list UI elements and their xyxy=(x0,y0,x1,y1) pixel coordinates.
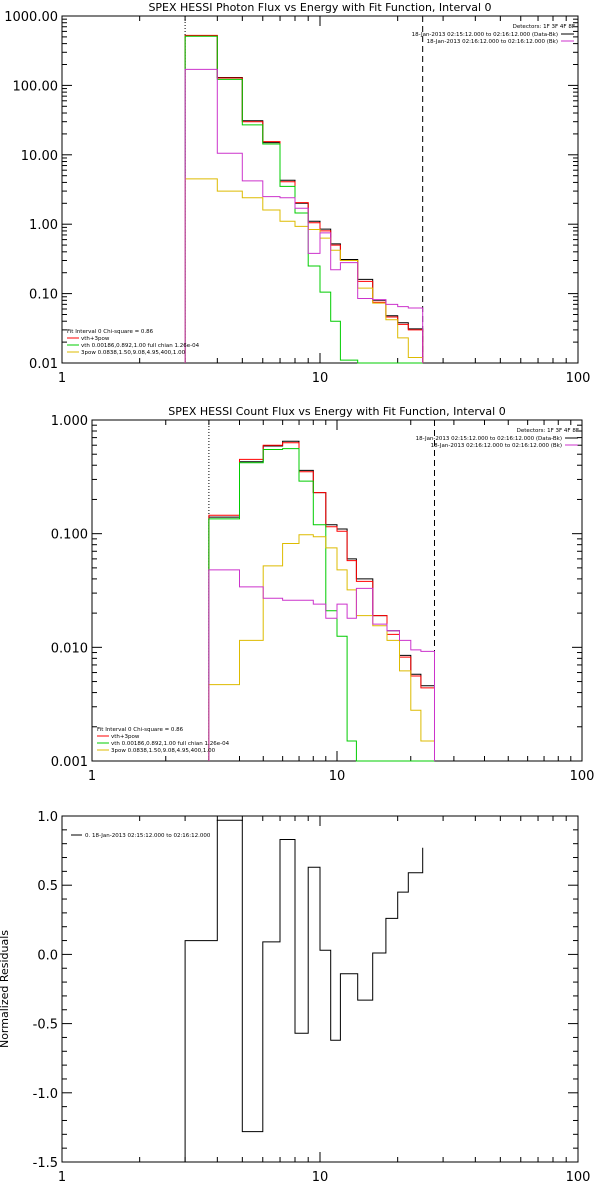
y-axis-label: Normalized Residuals xyxy=(0,930,11,1048)
y-tick-label: 1.0 xyxy=(37,810,58,825)
legend-label: vth+3pow xyxy=(81,336,110,342)
y-tick-label: -1.5 xyxy=(33,1156,58,1171)
series-line-1 xyxy=(184,34,424,363)
series-line-1 xyxy=(208,442,435,761)
x-tick-label: 10 xyxy=(329,769,346,784)
series-line-0 xyxy=(184,35,424,363)
legend-header: Fit Interval 0 Chi-square = 0.86 xyxy=(67,329,154,335)
y-tick-label: 0.001 xyxy=(51,755,88,770)
series-line-0 xyxy=(208,440,435,761)
series-line-3 xyxy=(208,534,435,761)
chart-panel-0: SPEX HESSI Photon Flux vs Energy with Fi… xyxy=(4,1,590,386)
legend-label: 3pow 0.0838,1.50,9.08,4.95,400,1.00 xyxy=(81,350,186,356)
legend-label: 18-Jan-2013 02:15:12.000 to 02:16:12.000… xyxy=(416,436,562,442)
x-tick-label: 1 xyxy=(88,769,96,784)
chart-title: SPEX HESSI Photon Flux vs Energy with Fi… xyxy=(148,1,491,14)
plot-frame xyxy=(61,15,579,364)
legend-label: vth 0.00186,0.892,1.00 full chian 1.26e-… xyxy=(111,741,230,747)
series-line-0 xyxy=(184,819,424,1162)
y-tick-label: 1.00 xyxy=(29,218,58,233)
x-tick-label: 10 xyxy=(312,1170,329,1185)
y-tick-label: 10.00 xyxy=(21,149,58,164)
y-tick-label: 0.0 xyxy=(37,948,58,963)
x-tick-label: 100 xyxy=(566,1170,591,1185)
x-tick-label: 1 xyxy=(58,371,66,386)
y-tick-label: 0.100 xyxy=(51,528,88,543)
series-line-2 xyxy=(208,448,435,762)
legend-label: 0. 18-Jan-2013 02:15:12.000 to 02:16:12.… xyxy=(85,833,211,839)
series-line-4 xyxy=(184,68,424,363)
chart-panel-1: SPEX HESSI Count Flux vs Energy with Fit… xyxy=(51,405,595,784)
legend-header: Fit Interval 0 Chi-square = 0.86 xyxy=(97,727,184,733)
legend-header: Detectors: 1F 3F 4F 8F xyxy=(517,428,579,434)
legend-label: 18-Jan-2013 02:15:12.000 to 02:16:12.000… xyxy=(412,32,558,38)
x-tick-label: 100 xyxy=(566,371,591,386)
y-tick-label: 1.000 xyxy=(51,414,88,429)
legend-label: 3pow 0.0838,1.50,9.08,4.95,400,1.00 xyxy=(111,748,216,754)
legend-label: vth 0.00186,0.892,1.00 full chian 1.26e-… xyxy=(81,343,200,349)
x-tick-label: 10 xyxy=(312,371,329,386)
series-line-4 xyxy=(208,569,435,761)
x-tick-label: 1 xyxy=(58,1170,66,1185)
chart-title: SPEX HESSI Count Flux vs Energy with Fit… xyxy=(168,405,505,418)
legend-label: 18-Jan-2013 02:16:12.000 to 02:16:12.000… xyxy=(427,39,558,45)
series-line-3 xyxy=(184,178,424,363)
y-tick-label: 0.01 xyxy=(29,357,58,372)
y-tick-label: 100.00 xyxy=(13,79,59,94)
legend-header: Detectors: 1F 3F 4F 8F xyxy=(513,24,575,30)
y-tick-label: -1.0 xyxy=(33,1087,58,1102)
y-tick-label: 0.5 xyxy=(37,879,58,894)
plot-frame xyxy=(91,419,583,762)
y-tick-label: -0.5 xyxy=(33,1018,58,1033)
chart-panel-2: Normalized Residuals 1 10 100 1.0 0.5 0.0 -0.5 -… xyxy=(0,810,590,1185)
y-tick-label: 1000.00 xyxy=(4,10,58,25)
x-tick-label: 100 xyxy=(570,769,595,784)
legend-label: 18-Jan-2013 02:16:12.000 to 02:16:12.000… xyxy=(431,443,562,449)
legend-label: vth+3pow xyxy=(111,734,140,740)
y-tick-label: 0.010 xyxy=(51,641,88,656)
series-line-2 xyxy=(184,35,423,364)
y-tick-label: 0.10 xyxy=(29,288,58,303)
